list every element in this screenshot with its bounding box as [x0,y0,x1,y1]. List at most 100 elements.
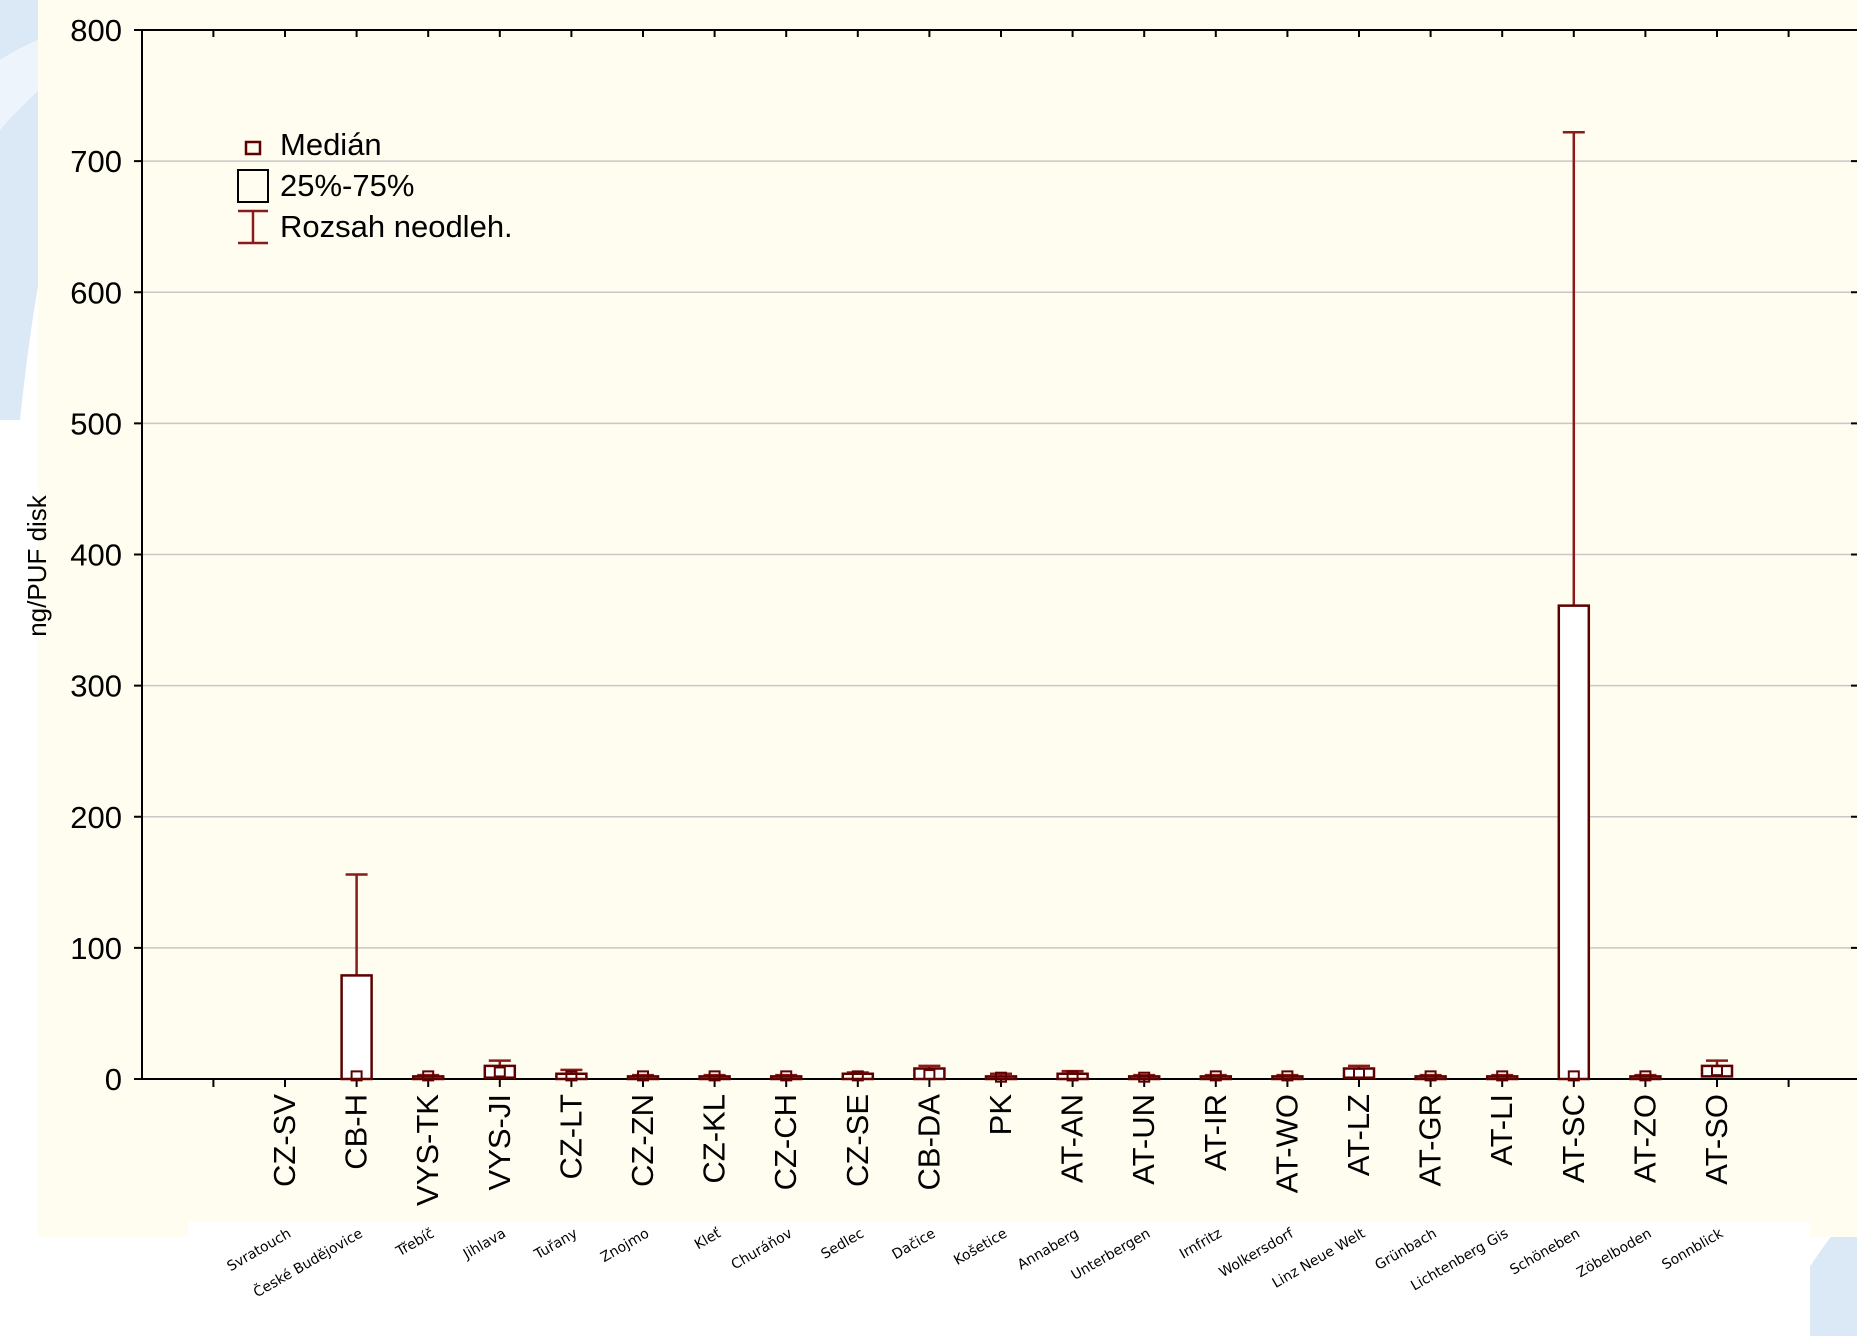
box-PK [984,1071,1018,1083]
x-category-label: CB-DA [911,1094,946,1191]
box-AT-SO [1700,1059,1734,1078]
legend-median-marker [244,140,262,156]
y-tick-label: 100 [70,931,122,966]
median-marker [1353,1067,1365,1079]
iqr-box [483,1064,517,1079]
box-CB-H [340,873,373,1082]
iqr-box [1342,1067,1376,1079]
x-category-label: VYS-TK [410,1094,445,1206]
x-category-label: AT-AN [1055,1094,1090,1183]
median-marker [780,1070,793,1082]
x-category-label: AT-SO [1699,1094,1734,1185]
x-category-label: AT-IR [1198,1094,1233,1171]
box-VYS-TK [411,1070,445,1082]
median-marker [493,1066,506,1078]
iqr-box [555,1072,588,1081]
site-label-strip [188,1222,1810,1336]
y-tick-label: 400 [70,538,122,573]
iqr-box [984,1075,1018,1081]
median-marker [637,1070,649,1082]
box-CB-DA [913,1064,946,1081]
median-marker [422,1070,435,1082]
iqr-box [1127,1075,1161,1081]
box-CZ-ZN [626,1070,660,1082]
y-tick-label: 500 [70,406,122,441]
x-category-label: AT-LZ [1341,1094,1376,1176]
iqr-box [1056,1072,1089,1081]
median-marker [565,1070,578,1082]
median-marker [923,1069,936,1081]
legend-whisker-label: Rozsah neodleh. [280,209,513,244]
box-AT-WO [1271,1070,1304,1082]
x-category-label: AT-ZO [1627,1094,1662,1183]
x-category-label: CZ-SE [840,1094,875,1187]
median-marker [708,1070,721,1082]
iqr-box [1271,1075,1304,1081]
box-AT-SC [1557,131,1591,1082]
iqr-box [1199,1075,1233,1081]
y-tick-label: 800 [70,13,122,48]
iqr-box [698,1075,731,1081]
box-AT-LI [1485,1070,1519,1082]
y-tick-label: 200 [70,800,122,835]
x-category-label: CZ-KL [697,1094,732,1184]
box-AT-LZ [1342,1064,1376,1079]
y-axis-label: ng/PUF disk [22,494,52,637]
y-tick-label: 300 [70,669,122,704]
box-VYS-JI [483,1059,517,1079]
iqr-box [1557,604,1591,1081]
legend-box-label: 25%-75% [280,168,414,203]
box-AT-GR [1414,1070,1447,1082]
median-marker [1567,1070,1580,1082]
grid [142,160,1857,949]
median-marker [1138,1071,1151,1083]
x-category-label: AT-SC [1556,1094,1591,1183]
iqr-box [769,1075,803,1081]
median-marker [1424,1070,1437,1082]
box-AT-ZO [1629,1070,1662,1082]
box-AT-AN [1056,1069,1089,1082]
median-marker [851,1070,864,1082]
box-AT-IR [1199,1070,1233,1082]
x-category-label: PK [983,1094,1018,1136]
y-tick-label: 0 [105,1062,122,1097]
iqr-box [411,1075,445,1081]
median-marker [1711,1065,1723,1077]
boxes [340,131,1734,1083]
iqr-box [626,1075,660,1081]
box-CZ-LT [555,1068,588,1082]
median-marker [1281,1070,1294,1082]
y-tick-label: 700 [70,144,122,179]
x-category-label: AT-UN [1126,1094,1161,1185]
x-category-label: CZ-CH [768,1094,803,1190]
x-category-label: AT-LI [1484,1094,1519,1166]
x-category-label: AT-WO [1269,1094,1304,1193]
median-marker [1496,1070,1509,1082]
median-marker [1639,1070,1652,1082]
legend-whisker-marker [238,209,268,245]
median-marker [350,1070,363,1082]
x-category-label: AT-GR [1413,1094,1448,1186]
x-category-label: CZ-SV [267,1094,302,1187]
box-AT-UN [1127,1071,1161,1083]
iqr-box [1485,1075,1519,1081]
median-marker [1066,1070,1079,1082]
legend: Medián 25%-75% Rozsah neodleh. [237,127,513,245]
iqr-box [1414,1075,1447,1081]
iqr-box [1629,1075,1662,1081]
y-tick-labels: 0 100 200 300 400 500 600 700 800 [70,13,122,1097]
x-category-label: CZ-LT [553,1094,588,1180]
box-CZ-CH [769,1070,803,1082]
iqr-box [841,1072,875,1081]
x-category-label: VYS-JI [482,1094,517,1190]
box-CZ-SE [841,1070,875,1082]
box-CZ-KL [698,1070,731,1082]
x-category-label: CB-H [339,1094,374,1170]
median-marker [1209,1070,1222,1082]
legend-box-marker [237,169,269,203]
iqr-box [340,974,373,1081]
legend-median-label: Medián [280,127,382,162]
x-category-label: CZ-ZN [625,1094,660,1187]
x-category-labels: CZ-SV CB-H VYS-TK VYS-JI CZ-LT CZ-ZN CZ-KL CZ-C… [267,1094,1734,1206]
